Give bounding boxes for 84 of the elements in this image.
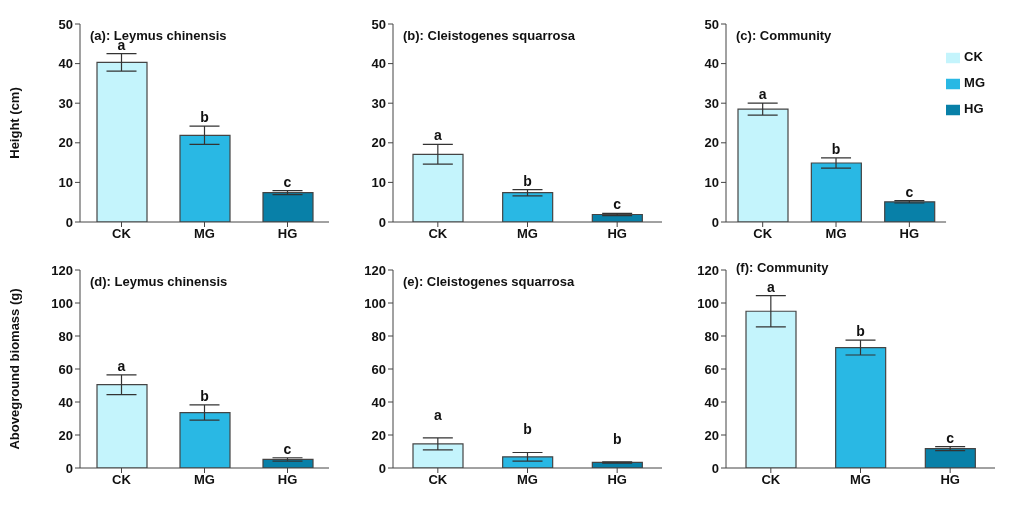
x-tick-label: HG (607, 226, 627, 242)
y-tick-label: 100 (364, 295, 386, 311)
y-tick-label: 40 (371, 56, 386, 72)
y-tick-label: 0 (378, 214, 386, 230)
annotation: c (283, 173, 292, 190)
x-tick-label: HG (277, 226, 298, 242)
y-tick-label: 100 (697, 295, 719, 311)
x-tick-label: MG (517, 472, 538, 488)
y-tick-label: 100 (51, 295, 73, 311)
annotation: c (283, 440, 292, 457)
y-tick-label: 40 (371, 394, 386, 410)
y-tick-label: 50 (371, 16, 386, 32)
y-tick-label: 80 (371, 328, 386, 344)
annotation: a (433, 127, 442, 144)
y-tick-label: 20 (58, 427, 73, 443)
y-tick-label: 0 (65, 214, 73, 230)
y-tick-label: 20 (371, 135, 386, 151)
x-tick-label: CK (112, 226, 132, 242)
y-tick-label: 60 (371, 361, 386, 377)
y-tick-label: 30 (704, 95, 719, 111)
y-axis-title: Aboveground biomass (g) (6, 288, 22, 450)
y-tick-label: 40 (58, 56, 73, 72)
x-tick-label: CK (112, 472, 132, 488)
annotation: a (117, 357, 126, 374)
y-tick-label: 80 (58, 328, 73, 344)
chart-title: (b): Cleistogenes squarrosa (403, 28, 575, 43)
y-tick-label: 40 (704, 394, 719, 410)
y-tick-label: 10 (704, 175, 719, 191)
y-tick-label: 120 (364, 262, 386, 278)
y-tick-label: 10 (371, 175, 386, 191)
y-tick-label: 50 (58, 16, 73, 32)
x-tick-label: CK (428, 226, 448, 242)
x-tick-label: MG (825, 226, 847, 242)
annotation: b (200, 387, 209, 404)
annotation: b (856, 323, 865, 340)
annotation: a (766, 278, 775, 295)
x-tick-label: MG (194, 226, 215, 242)
y-tick-label: 80 (704, 328, 719, 344)
y-tick-label: 60 (704, 361, 719, 377)
y-tick-label: 60 (58, 361, 73, 377)
x-tick-label: HG (940, 472, 960, 488)
y-tick-label: 20 (371, 427, 386, 443)
y-tick-label: 20 (704, 135, 719, 151)
annotation: a (758, 86, 767, 103)
annotation: c (905, 183, 914, 200)
y-tick-label: 10 (58, 175, 73, 191)
y-tick-label: 40 (704, 56, 719, 72)
y-tick-label: 0 (711, 214, 719, 230)
annotation: c (613, 196, 622, 213)
y-tick-label: 30 (371, 95, 386, 111)
annotation: b (200, 109, 209, 126)
annotation: a (433, 406, 442, 423)
x-tick-label: CK (428, 472, 448, 488)
y-tick-label: 0 (65, 460, 73, 476)
x-tick-label: CK (761, 472, 781, 488)
x-tick-label: HG (277, 472, 298, 488)
annotation: b (612, 430, 622, 447)
y-tick-label: 0 (711, 460, 719, 476)
legend-label: CK (964, 49, 983, 64)
y-tick-label: 50 (704, 16, 719, 32)
x-tick-label: HG (607, 472, 627, 488)
y-tick-label: 30 (58, 95, 73, 111)
legend-label: MG (964, 75, 985, 90)
y-tick-label: 120 (697, 262, 719, 278)
annotation: b (523, 421, 532, 438)
annotation: b (831, 140, 841, 157)
y-axis-title: Height (cm) (6, 87, 22, 159)
chart-title: (e): Cleistogenes squarrosa (403, 274, 575, 289)
x-tick-label: MG (194, 472, 215, 488)
y-tick-label: 20 (58, 135, 73, 151)
legend-label: HG (964, 101, 984, 116)
y-tick-label: 120 (51, 262, 73, 278)
x-tick-label: MG (850, 472, 871, 488)
x-tick-label: CK (753, 226, 773, 242)
chart-title: (f): Community (736, 260, 829, 275)
y-tick-label: 20 (704, 427, 719, 443)
chart-title: (d): Leymus chinensis (90, 274, 228, 289)
annotation: b (523, 172, 532, 189)
chart-title: (c): Community (736, 28, 832, 43)
x-tick-label: MG (517, 226, 538, 242)
x-tick-label: HG (899, 226, 920, 242)
annotation: c (946, 429, 955, 446)
y-tick-label: 40 (58, 394, 73, 410)
y-tick-label: 0 (378, 460, 386, 476)
